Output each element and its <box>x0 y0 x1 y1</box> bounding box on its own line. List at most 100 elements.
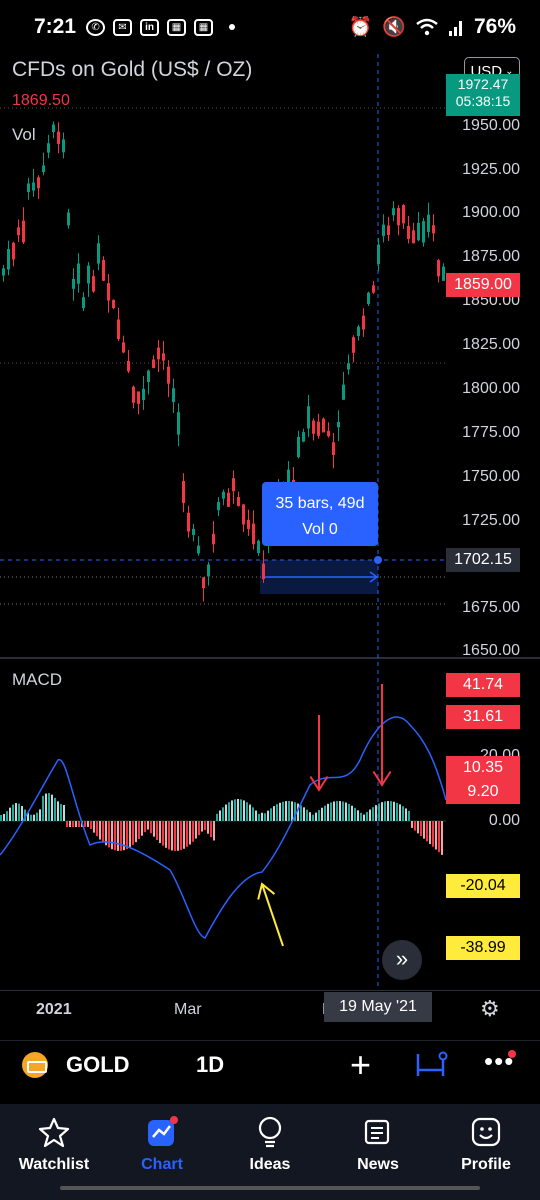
macd-histogram-bar <box>432 821 434 847</box>
scroll-to-realtime-button[interactable]: » <box>382 940 422 980</box>
signal-icon <box>448 21 462 36</box>
macd-histogram-bar <box>48 793 50 821</box>
measure-bars: 35 bars, 49d <box>275 495 365 512</box>
candle <box>92 276 95 292</box>
candle <box>112 299 115 309</box>
macd-histogram-bar <box>123 821 125 851</box>
macd-histogram-bar <box>186 821 188 847</box>
crosshair-point <box>374 556 382 564</box>
candle <box>172 388 175 403</box>
macd-histogram-bar <box>249 804 251 821</box>
macd-histogram-bar <box>390 801 392 821</box>
nav-profile[interactable]: Profile <box>432 1104 540 1200</box>
candle <box>362 315 365 330</box>
macd-histogram-bar <box>252 807 254 821</box>
macd-histogram-bar <box>87 821 89 827</box>
drawing-tool-icon[interactable] <box>414 1050 448 1080</box>
home-indicator <box>60 1186 480 1190</box>
candle <box>77 263 80 284</box>
macd-histogram-bar <box>180 821 182 851</box>
macd-histogram-bar <box>93 821 95 833</box>
candle <box>187 512 190 532</box>
candle <box>377 244 380 264</box>
macd-histogram-bar <box>6 811 8 821</box>
macd-histogram-bar <box>162 821 164 846</box>
nav-ideas[interactable]: Ideas <box>216 1104 324 1200</box>
macd-histogram-bar <box>18 803 20 821</box>
macd-histogram-bar <box>210 821 212 838</box>
candle <box>242 504 245 525</box>
symbol-button[interactable]: GOLD <box>66 1052 130 1077</box>
time-axis[interactable]: 2021 Mar M <box>0 990 540 1024</box>
candle <box>182 481 185 504</box>
measure-tooltip[interactable]: 35 bars, 49d Vol 0 <box>262 482 378 546</box>
yellow-annotation-arrow-head <box>257 882 276 900</box>
measure-arrow-head <box>369 571 379 583</box>
candle <box>122 342 125 353</box>
macd-histogram-bar <box>378 803 380 821</box>
macd-histogram-bar <box>78 821 80 827</box>
add-icon[interactable]: + <box>350 1044 372 1085</box>
candle <box>312 420 315 434</box>
price-chart[interactable] <box>0 0 540 1040</box>
macd-histogram-bar <box>141 821 143 836</box>
candle <box>252 523 255 545</box>
time-axis-label: 2021 <box>36 1001 72 1018</box>
price-axis-label: 1650.00 <box>462 642 520 659</box>
macd-histogram-bar <box>75 821 77 827</box>
candle <box>247 519 250 530</box>
candle <box>177 412 180 435</box>
macd-histogram-bar <box>270 808 272 821</box>
interval-button[interactable]: 1D <box>196 1052 225 1077</box>
candle <box>52 124 55 133</box>
price-axis-label: 1900.00 <box>462 204 520 221</box>
status-bar: 7:21 ✆ ✉ in ▦ ▦ ⏰ 🔇 76% <box>0 0 540 54</box>
price-axis-label: 1825.00 <box>462 336 520 353</box>
macd-histogram-bar <box>111 821 113 850</box>
macd-histogram-bar <box>282 801 284 821</box>
nav-watchlist[interactable]: Watchlist <box>0 1104 108 1200</box>
candle <box>97 243 100 264</box>
macd-histogram-bar <box>246 802 248 821</box>
macd-label[interactable]: MACD <box>12 670 63 689</box>
nav-chart[interactable]: Chart <box>108 1104 216 1200</box>
macd-tag: 41.74 <box>446 673 520 697</box>
candle <box>192 528 195 535</box>
macd-histogram-bar <box>138 821 140 840</box>
macd-histogram-bar <box>192 821 194 842</box>
macd-histogram-bar <box>360 812 362 821</box>
candle <box>7 248 10 270</box>
macd-tag: 9.20 <box>446 780 520 804</box>
macd-histogram-bar <box>306 809 308 821</box>
candle <box>42 165 45 173</box>
macd-histogram-bar <box>225 804 227 821</box>
candle <box>297 436 300 458</box>
macd-histogram-bar <box>195 821 197 839</box>
candle <box>322 418 325 433</box>
candle <box>232 478 235 492</box>
macd-histogram-bar <box>135 821 137 843</box>
nav-news[interactable]: News <box>324 1104 432 1200</box>
candle <box>72 278 75 289</box>
macd-histogram-bar <box>255 810 257 821</box>
macd-histogram-bar <box>117 821 119 851</box>
bottom-nav: Watchlist Chart Ideas News Profile <box>0 1104 540 1200</box>
macd-histogram-bar <box>405 808 407 821</box>
macd-histogram-bar <box>414 821 416 831</box>
macd-histogram-bar <box>0 815 2 821</box>
candle <box>327 430 330 437</box>
macd-histogram-bar <box>408 810 410 821</box>
candle <box>27 183 30 192</box>
cursor-price-tag: 1702.15 <box>446 548 520 572</box>
macd-tag: -20.04 <box>446 874 520 898</box>
gear-icon[interactable]: ⚙ <box>480 996 500 1021</box>
time-cursor-label: 19 May '21 <box>324 992 432 1022</box>
candle <box>222 491 225 499</box>
candle <box>437 260 440 277</box>
macd-histogram-bar <box>420 821 422 836</box>
macd-histogram-bar <box>219 810 221 821</box>
whatsapp-icon: ✆ <box>86 18 106 36</box>
candle <box>167 366 170 384</box>
candle <box>107 283 110 301</box>
macd-histogram-bar <box>150 821 152 834</box>
